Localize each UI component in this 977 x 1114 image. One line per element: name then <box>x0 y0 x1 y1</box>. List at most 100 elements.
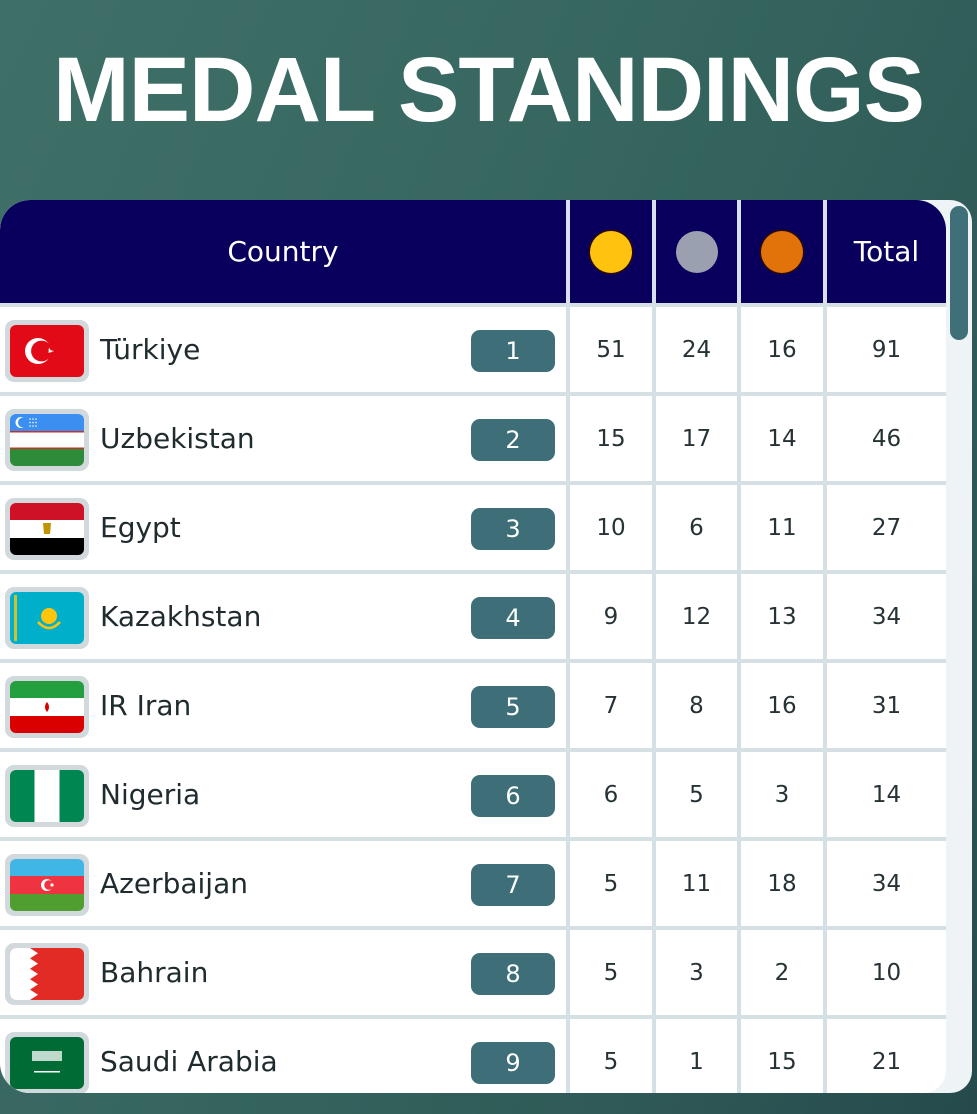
flag-frame <box>5 854 89 916</box>
gold-count: 9 <box>570 574 652 659</box>
table-row[interactable]: Uzbekistan 2 15 17 14 46 <box>0 396 946 481</box>
bronze-count: 3 <box>741 752 823 837</box>
flag-frame <box>5 409 89 471</box>
uzbekistan-flag-icon <box>10 414 84 466</box>
column-header-country[interactable]: Country <box>227 235 339 268</box>
silver-medal-icon <box>675 230 718 273</box>
country-cell: Bahrain 8 <box>0 930 566 1015</box>
country-cell: IR Iran 5 <box>0 663 566 748</box>
rank-badge: 3 <box>471 508 555 550</box>
country-name[interactable]: Uzbekistan <box>100 422 255 455</box>
table-header: Country Total <box>0 200 946 303</box>
rank-badge: 6 <box>471 775 555 817</box>
gold-count: 5 <box>570 841 652 926</box>
country-name[interactable]: IR Iran <box>100 689 192 722</box>
total-count: 21 <box>827 1019 946 1093</box>
table-row[interactable]: Azerbaijan 7 5 11 18 34 <box>0 841 946 926</box>
table-row[interactable]: Türkiye 1 51 24 16 91 <box>0 307 946 392</box>
flag-frame <box>5 498 89 560</box>
flag-frame <box>5 1032 89 1093</box>
country-cell: Nigeria 6 <box>0 752 566 837</box>
kazakhstan-flag-icon <box>10 592 84 644</box>
silver-count: 3 <box>656 930 737 1015</box>
gold-count: 7 <box>570 663 652 748</box>
country-name[interactable]: Nigeria <box>100 778 201 811</box>
rank-badge: 7 <box>471 864 555 906</box>
country-cell: Uzbekistan 2 <box>0 396 566 481</box>
gold-count: 5 <box>570 930 652 1015</box>
column-header-silver[interactable] <box>656 200 737 303</box>
column-header-bronze[interactable] <box>741 200 823 303</box>
silver-count: 11 <box>656 841 737 926</box>
rank-badge: 1 <box>471 330 555 372</box>
bronze-count: 18 <box>741 841 823 926</box>
bronze-count: 11 <box>741 485 823 570</box>
country-cell: Kazakhstan 4 <box>0 574 566 659</box>
silver-count: 12 <box>656 574 737 659</box>
nigeria-flag-icon <box>10 770 84 822</box>
total-count: 91 <box>827 307 946 392</box>
column-header-total[interactable]: Total <box>853 235 920 268</box>
silver-count: 1 <box>656 1019 737 1093</box>
silver-count: 8 <box>656 663 737 748</box>
column-divider <box>737 200 741 303</box>
total-count: 46 <box>827 396 946 481</box>
flag-frame <box>5 943 89 1005</box>
total-count: 10 <box>827 930 946 1015</box>
silver-count: 6 <box>656 485 737 570</box>
gold-medal-icon <box>590 230 632 273</box>
country-name[interactable]: Azerbaijan <box>100 867 248 900</box>
country-name[interactable]: Bahrain <box>100 956 209 989</box>
flag-frame <box>5 320 89 382</box>
egypt-flag-icon <box>10 503 84 555</box>
total-count: 27 <box>827 485 946 570</box>
country-name[interactable]: Saudi Arabia <box>100 1045 278 1078</box>
bronze-count: 16 <box>741 307 823 392</box>
medal-table: Country Total Türkiye 1 51 24 16 91 Uzbekistan… <box>0 200 946 1093</box>
scrollbar-thumb[interactable] <box>950 206 968 340</box>
page-title: MEDAL STANDINGS <box>53 39 925 141</box>
bronze-count: 13 <box>741 574 823 659</box>
gold-count: 10 <box>570 485 652 570</box>
silver-count: 17 <box>656 396 737 481</box>
country-cell: Azerbaijan 7 <box>0 841 566 926</box>
gold-count: 6 <box>570 752 652 837</box>
country-cell: Saudi Arabia 9 <box>0 1019 566 1093</box>
gold-count: 15 <box>570 396 652 481</box>
country-name[interactable]: Kazakhstan <box>100 600 262 633</box>
country-name[interactable]: Türkiye <box>100 333 201 366</box>
total-count: 34 <box>827 841 946 926</box>
country-cell: Türkiye 1 <box>0 307 566 392</box>
bronze-medal-icon <box>761 230 803 273</box>
table-row[interactable]: Kazakhstan 4 9 12 13 34 <box>0 574 946 659</box>
table-row[interactable]: Bahrain 8 5 3 2 10 <box>0 930 946 1015</box>
gold-count: 51 <box>570 307 652 392</box>
flag-frame <box>5 765 89 827</box>
silver-count: 5 <box>656 752 737 837</box>
table-row[interactable]: Saudi Arabia 9 5 1 15 21 <box>0 1019 946 1093</box>
silver-count: 24 <box>656 307 737 392</box>
turkiye-flag-icon <box>10 325 84 377</box>
column-header-gold[interactable] <box>570 200 652 303</box>
flag-frame <box>5 587 89 649</box>
table-row[interactable]: IR Iran 5 7 8 16 31 <box>0 663 946 748</box>
rank-badge: 8 <box>471 953 555 995</box>
total-count: 31 <box>827 663 946 748</box>
country-cell: Egypt 3 <box>0 485 566 570</box>
column-divider <box>823 200 827 303</box>
rank-badge: 9 <box>471 1042 555 1084</box>
bronze-count: 15 <box>741 1019 823 1093</box>
iran-flag-icon <box>10 681 84 733</box>
bronze-count: 14 <box>741 396 823 481</box>
gold-count: 5 <box>570 1019 652 1093</box>
table-row[interactable]: Nigeria 6 6 5 3 14 <box>0 752 946 837</box>
rank-badge: 5 <box>471 686 555 728</box>
bronze-count: 2 <box>741 930 823 1015</box>
azerbaijan-flag-icon <box>10 859 84 911</box>
country-name[interactable]: Egypt <box>100 511 181 544</box>
table-row[interactable]: Egypt 3 10 6 11 27 <box>0 485 946 570</box>
bahrain-flag-icon <box>10 948 84 1000</box>
column-divider <box>652 200 656 303</box>
saudi-arabia-flag-icon <box>10 1037 84 1089</box>
total-count: 14 <box>827 752 946 837</box>
